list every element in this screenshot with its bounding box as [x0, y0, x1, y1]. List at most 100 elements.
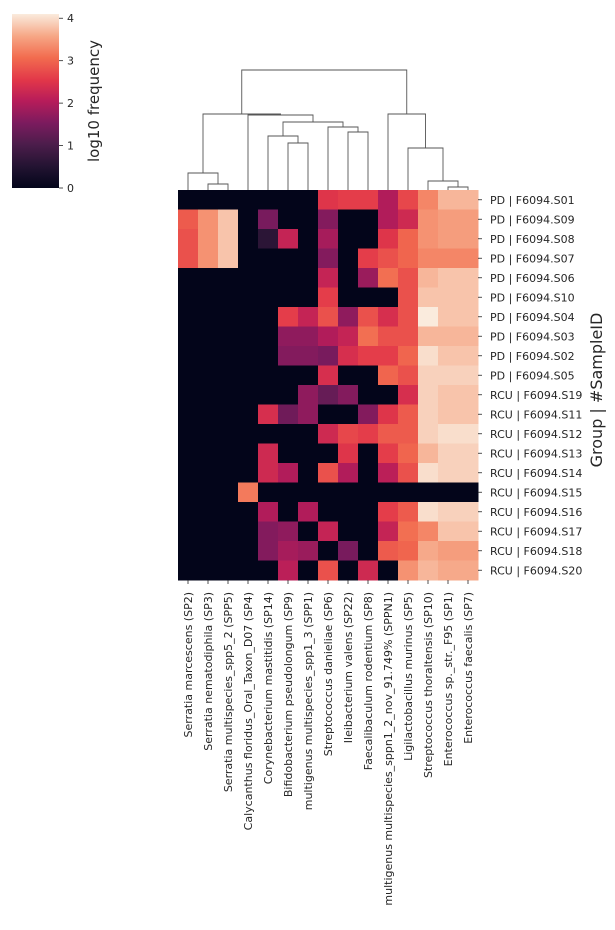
heatmap-cell: [458, 521, 479, 542]
dendrogram-link: [241, 69, 408, 114]
heatmap-cells: [178, 190, 479, 581]
heatmap-cell: [378, 424, 399, 444]
heatmap-cell: [358, 463, 379, 483]
heatmap-cell: [438, 287, 459, 308]
heatmap-cell: [398, 463, 419, 483]
heatmap-cell: [198, 404, 219, 425]
row-label: PD | F6094.S07: [490, 252, 575, 265]
heatmap-cell: [458, 443, 479, 464]
heatmap-cell: [198, 307, 219, 327]
heatmap-cell: [458, 209, 479, 230]
heatmap-cell: [298, 541, 319, 561]
heatmap-cell: [398, 307, 419, 327]
heatmap-cell: [358, 287, 379, 308]
heatmap-cell: [358, 443, 379, 464]
heatmap-cell: [378, 482, 399, 503]
row-label: PD | F6094.S06: [490, 272, 575, 285]
column-label: Calycanthus floridus_Oral_Taxon_D07 (SP4…: [242, 592, 255, 830]
heatmap-cell: [418, 541, 439, 561]
heatmap-cell: [418, 326, 439, 347]
heatmap-cell: [318, 190, 339, 210]
heatmap-cell: [198, 424, 219, 444]
heatmap-cell: [278, 424, 299, 444]
heatmap-cell: [378, 385, 399, 405]
colorbar-gradient: [12, 14, 59, 188]
heatmap-cell: [178, 268, 199, 288]
heatmap-cell: [398, 385, 419, 405]
heatmap-cell: [258, 502, 279, 522]
heatmap-cell: [178, 385, 199, 405]
heatmap-cell: [218, 307, 239, 327]
heatmap-cell: [258, 365, 279, 386]
heatmap-cell: [238, 424, 259, 444]
heatmap-cell: [198, 541, 219, 561]
heatmap-cell: [258, 248, 279, 269]
heatmap-cell: [358, 560, 379, 581]
heatmap-cell: [298, 346, 319, 366]
heatmap-cell: [378, 209, 399, 230]
heatmap-cell: [418, 424, 439, 444]
heatmap-cell: [178, 307, 199, 327]
heatmap-cell: [378, 521, 399, 542]
colorbar-tick-label: 3: [67, 55, 74, 68]
heatmap-cell: [338, 560, 359, 581]
row-label: RCU | F6094.S16: [490, 506, 582, 519]
heatmap-cell: [278, 326, 299, 347]
column-label: Streptococcus danieliae (SP6): [322, 592, 335, 756]
heatmap-cell: [418, 463, 439, 483]
heatmap-cell: [238, 326, 259, 347]
row-label: PD | F6094.S09: [490, 213, 575, 226]
heatmap-cell: [398, 268, 419, 288]
colorbar-ticks: 0 1 2 3 4: [59, 12, 74, 195]
colorbar-tick-label: 4: [67, 12, 74, 25]
column-label: Bifidobacterium pseudolongum (SP9): [282, 592, 295, 797]
heatmap-cell: [438, 365, 459, 386]
heatmap-cell: [218, 424, 239, 444]
heatmap-cell: [418, 190, 439, 210]
heatmap-cell: [178, 560, 199, 581]
heatmap-cell: [198, 209, 219, 230]
heatmap-cell: [318, 385, 339, 405]
row-label: PD | F6094.S04: [490, 311, 575, 324]
heatmap-cell: [398, 443, 419, 464]
heatmap-cell: [238, 229, 259, 249]
heatmap-cell: [298, 502, 319, 522]
heatmap-cell: [198, 229, 219, 249]
heatmap-cell: [218, 443, 239, 464]
heatmap-cell: [398, 287, 419, 308]
column-label: Enterococcus faecalis (SP7): [462, 592, 475, 744]
heatmap-cell: [238, 404, 259, 425]
heatmap-cell: [338, 365, 359, 386]
heatmap-cell: [178, 209, 199, 230]
heatmap-cell: [218, 190, 239, 210]
row-label: PD | F6094.S03: [490, 330, 575, 343]
column-label: Ileibacterium valens (SP22): [342, 592, 355, 743]
heatmap-cell: [438, 482, 459, 503]
heatmap-cell: [298, 229, 319, 249]
heatmap-cell: [178, 521, 199, 542]
y-axis-label: Group | #SampleID: [587, 313, 606, 468]
heatmap-cell: [198, 326, 219, 347]
heatmap-cell: [238, 521, 259, 542]
heatmap-cell: [238, 346, 259, 366]
heatmap-cell: [378, 463, 399, 483]
heatmap-cell: [358, 502, 379, 522]
heatmap-cell: [338, 404, 359, 425]
heatmap-cell: [278, 268, 299, 288]
heatmap-cell: [298, 365, 319, 386]
heatmap-cell: [358, 346, 379, 366]
dendrogram-link: [447, 186, 469, 190]
heatmap-cell: [358, 209, 379, 230]
heatmap-cell: [178, 287, 199, 308]
column-labels: Serratia marcescens (SP2) Serratia nemato…: [182, 580, 475, 906]
heatmap-cell: [258, 287, 279, 308]
heatmap-cell: [438, 326, 459, 347]
heatmap-cell: [318, 268, 339, 288]
heatmap-cell: [218, 385, 239, 405]
heatmap-cell: [178, 346, 199, 366]
heatmap-cell: [378, 248, 399, 269]
row-label: PD | F6094.S05: [490, 369, 575, 382]
heatmap-cell: [258, 326, 279, 347]
heatmap-cell: [458, 248, 479, 269]
column-label: Serratia nematodiphila (SP3): [202, 592, 215, 751]
